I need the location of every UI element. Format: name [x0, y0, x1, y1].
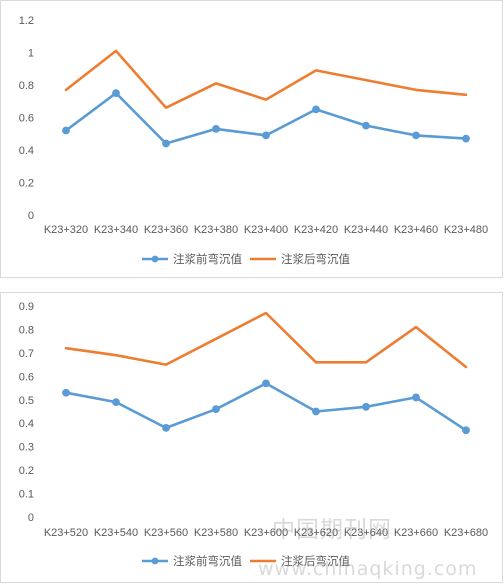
y-tick-label: 0.8	[19, 80, 34, 92]
x-tick-label: K23+520	[44, 527, 88, 539]
y-tick-label: 0.4	[19, 145, 34, 157]
chart-bottom: 0 0.1 0.2 0.3 0.4 0.5 0.6 0.7 0.8 0.9 K23+520 K23+5…	[0, 292, 503, 583]
x-tick-label: K23+320	[44, 224, 88, 236]
chart-top: 0 0.2 0.4 0.6 0.8 1 1.2 K23+320 K23+340 K23+360 K2…	[0, 0, 503, 278]
data-point	[62, 388, 70, 397]
x-tick-label: K23+380	[194, 224, 238, 236]
watermark-url: www.chinaqking.com	[258, 558, 478, 580]
chart-bottom-svg: 0 0.1 0.2 0.3 0.4 0.5 0.6 0.7 0.8 0.9 K23+520 K23+5…	[19, 301, 488, 568]
y-tick-label: 0	[28, 210, 34, 222]
x-tick-label: K23+540	[94, 527, 138, 539]
y-tick-label: 0.6	[19, 371, 34, 383]
x-tick-label: K23+640	[344, 527, 388, 539]
data-point	[362, 402, 370, 411]
y-tick-label: 0.7	[19, 348, 34, 360]
data-point	[312, 105, 320, 114]
x-tick-label: K23+420	[294, 224, 338, 236]
x-tick-label: K23+440	[344, 224, 388, 236]
x-tick-label: K23+460	[394, 224, 438, 236]
x-tick-label: K23+560	[144, 527, 188, 539]
data-point	[112, 398, 120, 407]
data-point	[262, 131, 270, 140]
legend-label-2: 注浆后弯沉值	[281, 554, 350, 568]
y-tick-label: 0.1	[19, 489, 34, 501]
legend-marker	[151, 255, 159, 263]
x-tick-label: K23+660	[394, 527, 438, 539]
y-tick-label: 0.8	[19, 324, 34, 336]
series-line-2	[64, 49, 468, 109]
x-tick-label: K23+620	[294, 527, 338, 539]
y-tick-label: 0.4	[19, 418, 34, 430]
legend-marker	[151, 557, 159, 565]
data-point	[112, 89, 120, 98]
y-tick-label: 0.9	[19, 301, 34, 313]
data-point	[412, 393, 420, 402]
legend-label-1: 注浆前弯沉值	[173, 554, 242, 568]
legend-label-1: 注浆前弯沉值	[173, 252, 242, 266]
data-point	[462, 134, 470, 143]
data-point	[212, 405, 220, 414]
watermark-cn: 中国期刊网	[272, 517, 392, 543]
y-tick-label: 0.2	[19, 465, 34, 477]
x-tick-label: K23+480	[444, 224, 488, 236]
x-tick-label: K23+600	[244, 527, 288, 539]
chart-top-svg: 0 0.2 0.4 0.6 0.8 1 1.2 K23+320 K23+340 K23+360 K2…	[19, 15, 488, 266]
y-tick-label: 0	[28, 512, 34, 524]
y-tick-label: 0.6	[19, 113, 34, 125]
y-tick-label: 0.5	[19, 395, 34, 407]
data-point	[162, 139, 170, 148]
data-point	[412, 131, 420, 140]
y-tick-label: 0.3	[19, 442, 34, 454]
series-line-1	[64, 382, 468, 432]
x-tick-label: K23+340	[94, 224, 138, 236]
y-tick-label: 0.2	[19, 178, 34, 190]
legend-label-2: 注浆后弯沉值	[281, 252, 350, 266]
data-point	[262, 379, 270, 388]
y-tick-label: 1	[28, 48, 34, 60]
data-point	[62, 126, 70, 135]
data-point	[162, 424, 170, 432]
series-line-2	[64, 311, 468, 369]
data-point	[312, 407, 320, 416]
data-point	[462, 426, 470, 435]
x-tick-label: K23+580	[194, 527, 238, 539]
y-tick-label: 1.2	[19, 15, 34, 27]
data-point	[362, 121, 370, 130]
data-point	[212, 124, 220, 133]
x-tick-label: K23+400	[244, 224, 288, 236]
x-tick-label: K23+680	[444, 527, 488, 539]
x-tick-label: K23+360	[144, 224, 188, 236]
